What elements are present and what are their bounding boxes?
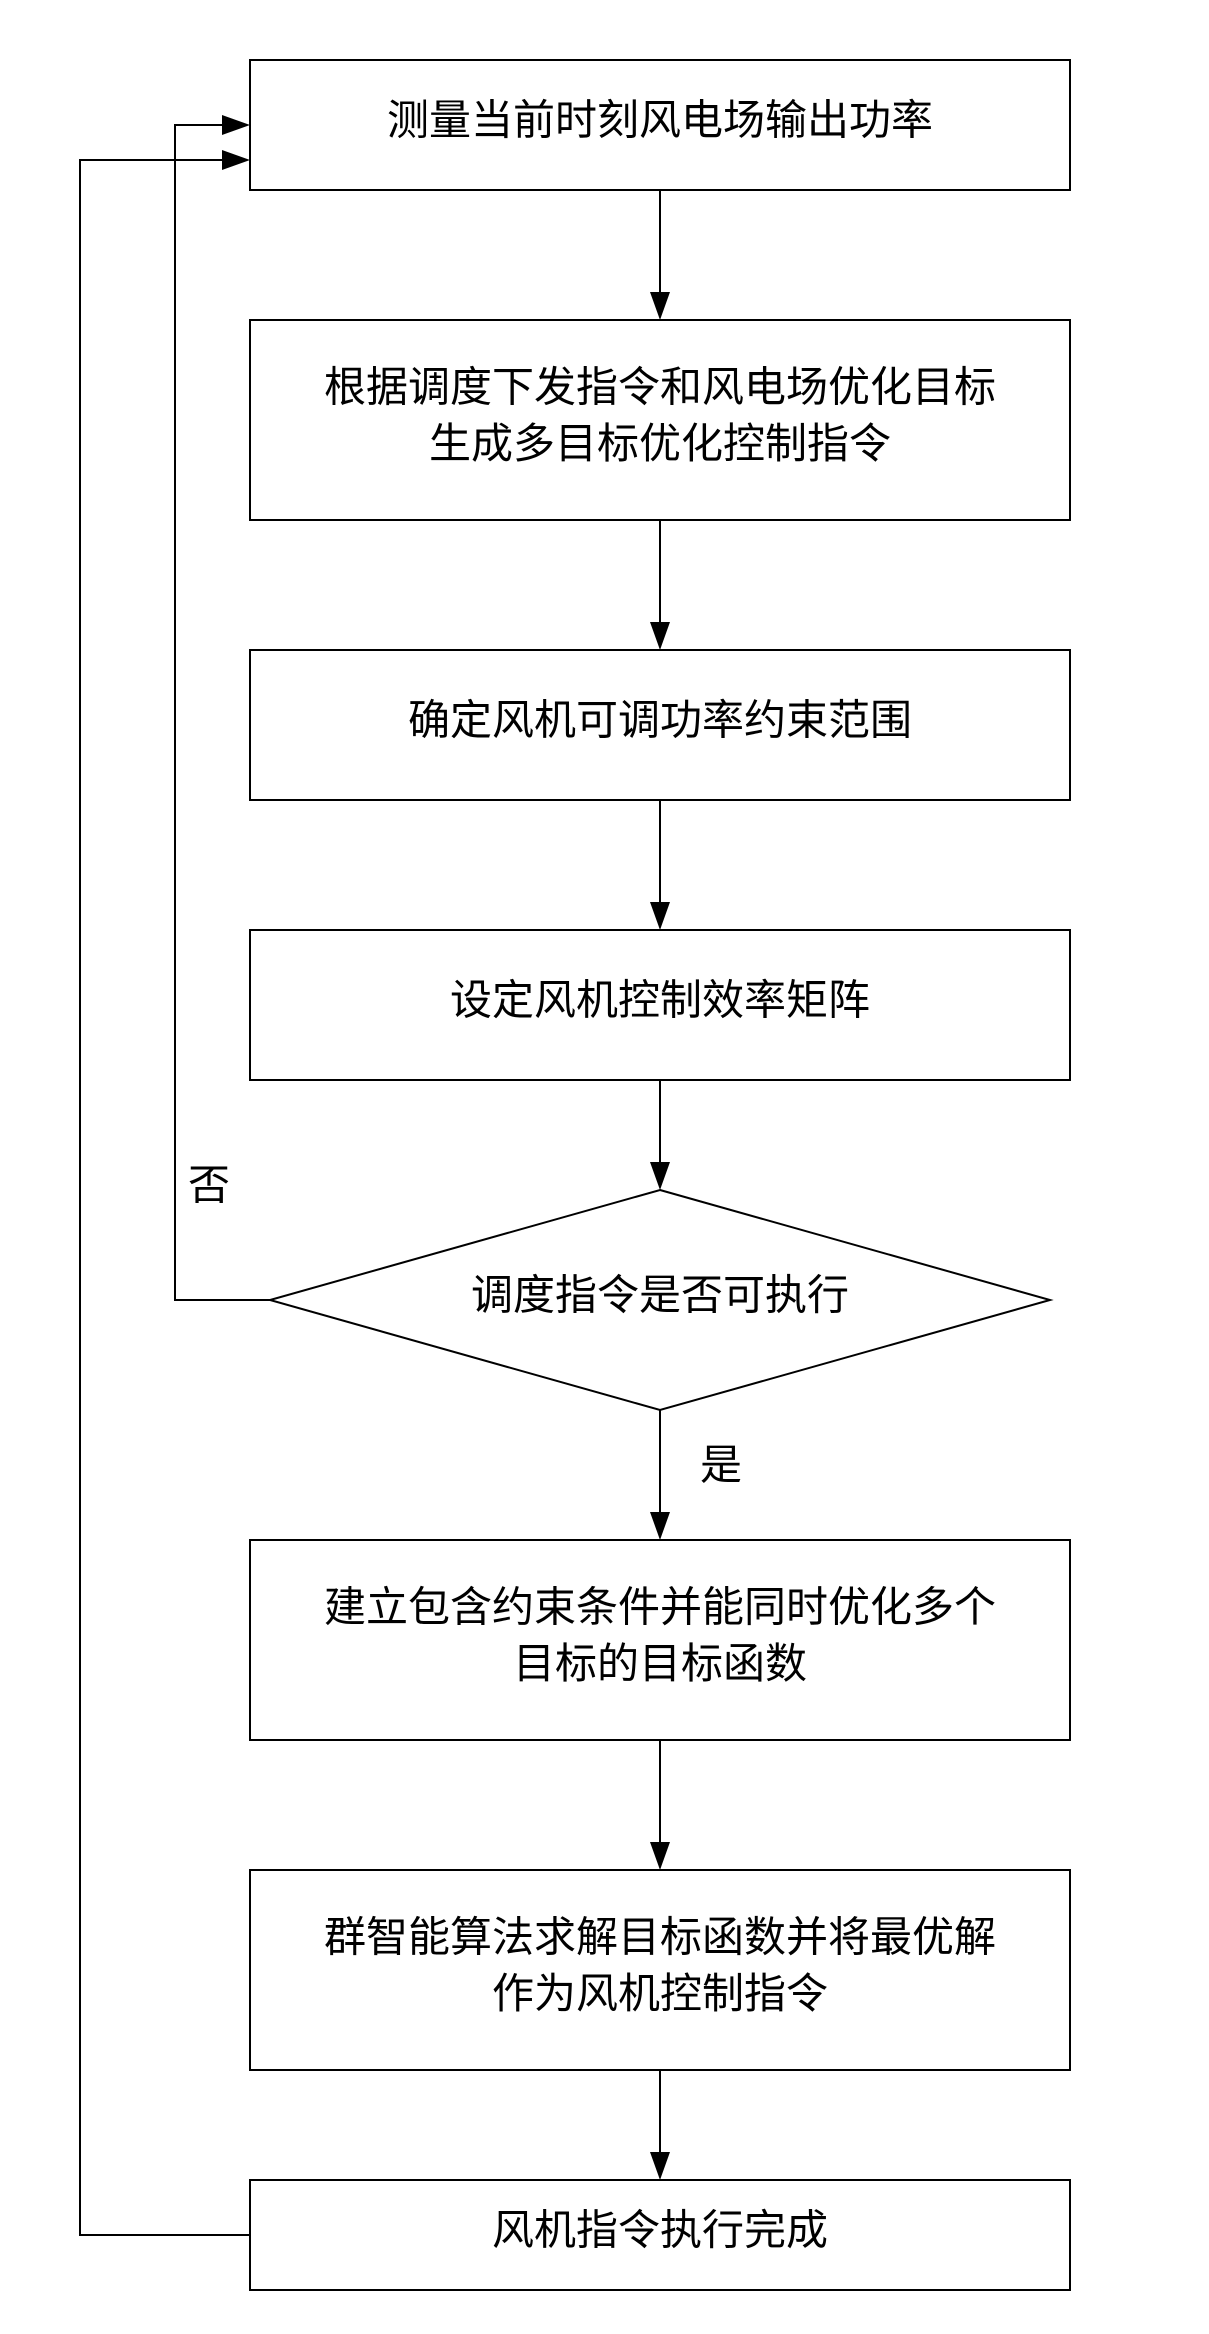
node-label: 目标的目标函数	[513, 1642, 807, 1688]
node-label: 建立包含约束条件并能同时优化多个	[324, 1584, 996, 1631]
node-label: 调度指令是否可执行	[471, 1274, 849, 1320]
node-label: 群智能算法求解目标函数并将最优解	[324, 1915, 996, 1961]
node-label: 根据调度下发指令和风电场优化目标	[324, 365, 996, 411]
flow-node	[250, 1540, 1070, 1740]
node-label: 确定风机可调功率约束范围	[408, 698, 912, 745]
flow-node	[250, 320, 1070, 520]
node-label: 生成多目标优化控制指令	[429, 422, 891, 468]
node-label: 风机指令执行完成	[492, 2208, 828, 2255]
edge-label: 是	[700, 1444, 742, 1490]
arrowhead	[650, 1842, 670, 1870]
flow-node	[250, 1870, 1070, 2070]
arrowhead	[650, 1512, 670, 1540]
edge-label: 否	[188, 1164, 230, 1210]
arrowhead	[650, 622, 670, 650]
arrowhead	[222, 115, 250, 135]
node-label: 设定风机控制效率矩阵	[450, 978, 870, 1025]
arrowhead	[650, 292, 670, 320]
node-label: 测量当前时刻风电场输出功率	[387, 98, 933, 145]
node-label: 作为风机控制指令	[492, 1972, 828, 2018]
arrowhead	[222, 150, 250, 170]
arrowhead	[650, 2152, 670, 2180]
arrowhead	[650, 1162, 670, 1190]
arrowhead	[650, 902, 670, 930]
